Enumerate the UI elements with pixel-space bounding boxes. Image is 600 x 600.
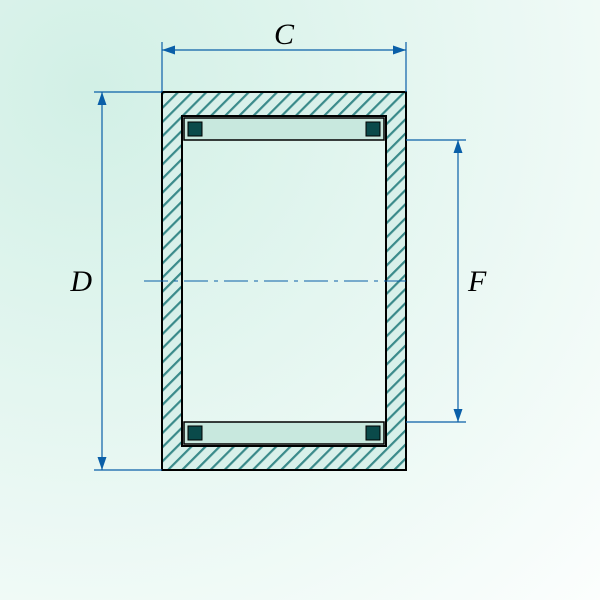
roller-plate-top [184,118,384,140]
roller-corner [366,426,380,440]
dim-label-D: D [69,265,92,298]
roller-corner [188,122,202,136]
dim-label-C: C [274,18,295,51]
roller-plate-bottom [184,422,384,444]
dim-label-Fw: F [467,265,487,298]
roller-corner [188,426,202,440]
roller-corner [366,122,380,136]
background [0,0,600,600]
